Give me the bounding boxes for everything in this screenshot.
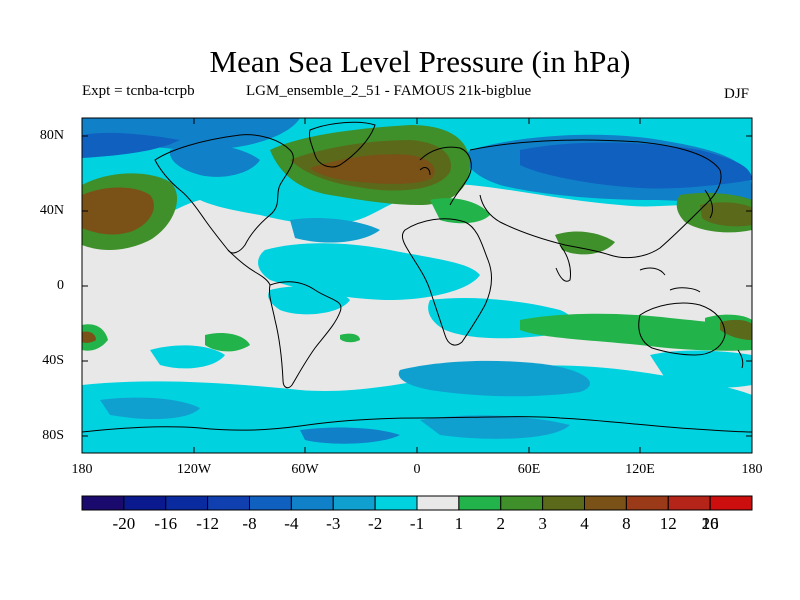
colorbar-box (709, 495, 753, 511)
central-america-coast (227, 249, 271, 286)
run-label: LGM_ensemble_2_51 - FAMOUS 21k-bigblue (246, 83, 532, 99)
colorbar-label: 16 (701, 514, 719, 533)
europe-green (430, 198, 490, 224)
antarctic-edge-blue (300, 427, 400, 444)
colorbar-label: 1 (454, 514, 464, 533)
india-coast (555, 244, 571, 282)
season-label: DJF (724, 86, 750, 102)
new-zealand-coast (737, 349, 744, 369)
colorbar-box (249, 495, 292, 511)
colorbar-label: -4 (284, 514, 299, 533)
colorbar-label: 8 (622, 514, 631, 533)
lat-label-80n: 80N (39, 128, 64, 143)
lat-label-0: 0 (57, 278, 64, 293)
pressure-field (82, 118, 752, 453)
lat-label-80s: 80S (42, 428, 64, 443)
southeast-asia-islands (639, 267, 701, 293)
south-pacific-green-mid (205, 333, 250, 352)
colorbar-label: -16 (154, 514, 178, 533)
colorbar-box (374, 495, 418, 511)
canada-blue (169, 144, 260, 177)
tropical-cyan-1 (258, 243, 480, 300)
antarctica-coast (82, 416, 752, 433)
south-indian-green (520, 313, 752, 351)
atlantic-south-green (340, 333, 360, 343)
colorbar-label: -2 (368, 514, 383, 533)
colorbar-box (81, 495, 125, 511)
colorbar-box (458, 495, 502, 511)
eurasia-coast (469, 139, 722, 259)
colorbar-label: -12 (196, 514, 219, 533)
lon-label-60w: 60W (291, 462, 319, 477)
colorbar-box (584, 495, 627, 511)
colorbar-box (416, 495, 460, 511)
tropical-cyan-2 (268, 286, 350, 315)
lon-label-180e: 180 (741, 462, 763, 477)
lat-ticks (82, 135, 752, 437)
japan-coast (704, 189, 713, 219)
lat-label-40s: 40S (42, 353, 64, 368)
colorbar-label: -20 (112, 514, 136, 533)
asia-green-patch (555, 231, 615, 255)
arctic-deep-blue-east (520, 142, 752, 189)
subtropic-cyan-blob (290, 218, 380, 243)
lon-label-60e: 60E (517, 462, 541, 477)
colorbar-label: -3 (326, 514, 341, 533)
colorbar-box (625, 495, 669, 511)
colorbar-box (667, 495, 711, 511)
southern-ocean-blue-3 (420, 415, 570, 439)
colorbar-box (500, 495, 544, 511)
tasman-brown (82, 331, 96, 343)
colorbar-box (123, 495, 167, 511)
north-pacific-brown (82, 187, 154, 235)
north-america-coast (154, 134, 294, 254)
colorbar-box (290, 495, 334, 511)
south-america-coast (269, 281, 342, 389)
coastlines (82, 121, 752, 433)
experiment-label: Expt = tcnba-tcrpb (82, 83, 195, 99)
colorbar-box (165, 495, 209, 511)
greenland-coast (309, 121, 376, 168)
colorbar-label: 3 (538, 514, 547, 533)
australia-coast (638, 302, 726, 356)
colorbar-box (542, 495, 585, 511)
lon-label-120e: 120E (625, 462, 655, 477)
uk-coast (419, 167, 431, 176)
africa-coast (401, 218, 493, 346)
lon-label-0: 0 (413, 462, 421, 477)
lon-label-120w: 120W (176, 462, 212, 477)
europe-coast (419, 146, 472, 206)
colorbar-label: 20 (701, 514, 719, 533)
lat-label-40n: 40N (39, 203, 64, 218)
north-atlantic-brown (310, 154, 435, 184)
colorbar (81, 495, 753, 511)
colorbar-box (332, 495, 376, 511)
lon-label-180w: 180 (71, 462, 93, 477)
pacific-cyan-south (150, 345, 225, 369)
lon-ticks (193, 118, 641, 453)
colorbar-label: -1 (409, 514, 425, 533)
southern-ocean-blue-1 (398, 360, 590, 397)
colorbar-label: 12 (659, 514, 677, 533)
southern-ocean-blue-2 (100, 397, 200, 420)
map-title: Mean Sea Level Pressure (in hPa) (209, 44, 631, 79)
colorbar-box (207, 495, 250, 511)
colorbar-label: 4 (580, 514, 589, 533)
arctic-deep-blue-west (82, 132, 180, 158)
colorbar-label: -8 (242, 514, 257, 533)
south-pacific-olive (720, 319, 752, 340)
colorbar-label: 2 (496, 514, 506, 533)
